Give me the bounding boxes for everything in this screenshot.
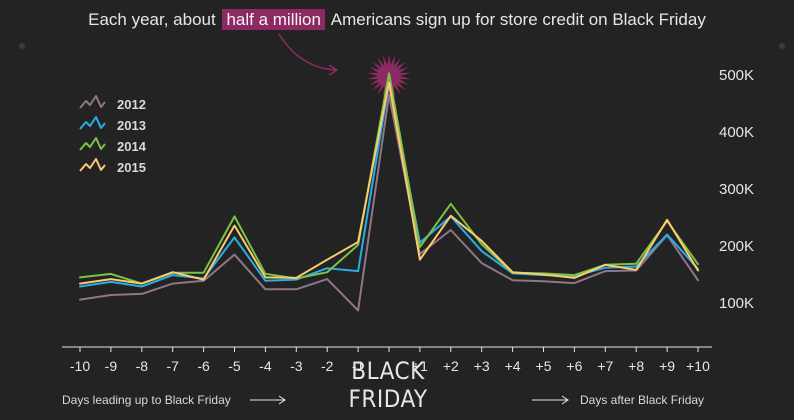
x-tick-label: -5: [228, 358, 241, 374]
y-tick-label: 400K: [719, 124, 754, 141]
series-line-2012: [79, 93, 699, 312]
series-line-2014: [79, 72, 699, 285]
x-tick-label: -9: [105, 358, 118, 374]
callout-arrowhead: [328, 64, 339, 76]
x-tick-label: +3: [474, 358, 490, 374]
title-before: Each year, about: [88, 10, 216, 29]
title-after: Americans sign up for store credit on Bl…: [330, 10, 706, 29]
x-tick-label: +9: [659, 358, 675, 374]
x-tick-label: -8: [136, 358, 149, 374]
legend-item-2013: 2013: [79, 116, 146, 133]
x-tick-label: +10: [686, 358, 710, 374]
legend-label: 2014: [117, 139, 147, 154]
footnote-after-arrowhead: [561, 395, 569, 405]
y-tick-label: 300K: [719, 181, 754, 198]
legend-label: 2015: [117, 160, 146, 175]
legend-label: 2012: [117, 97, 146, 112]
footnote-before-arrowhead: [278, 395, 286, 405]
legend-swatch-icon: [79, 116, 106, 130]
x-tick-label: +5: [536, 358, 552, 374]
series-line-2013: [79, 81, 699, 288]
x-tick-label: +8: [628, 358, 644, 374]
y-tick-label: 500K: [719, 67, 754, 84]
title-highlight: half a million: [222, 9, 325, 30]
x-tick-label: -10: [70, 358, 90, 374]
x-tick-label: -1: [352, 358, 365, 374]
y-tick-label: 100K: [719, 295, 754, 312]
series-layer: [79, 72, 699, 312]
series-line-2015: [79, 81, 699, 285]
x-tick-label: +6: [566, 358, 582, 374]
black-friday-label-line2: FRIDAY: [348, 385, 427, 413]
legend-swatch-icon: [79, 95, 106, 109]
callout-arrow: [278, 33, 337, 71]
legend: 2012 2013 2014 2015: [79, 95, 147, 175]
footnote-before: Days leading up to Black Friday: [62, 393, 231, 407]
x-tick-label: +1: [412, 358, 428, 374]
y-tick-label: 200K: [719, 238, 754, 255]
legend-item-2015: 2015: [79, 158, 146, 175]
legend-item-2012: 2012: [79, 95, 146, 112]
x-tick-label: -7: [166, 358, 179, 374]
legend-label: 2013: [117, 118, 146, 133]
legend-swatch-icon: [79, 158, 106, 172]
decor-dot: [779, 43, 785, 49]
y-axis: 100K 200K 300K 400K 500K: [719, 67, 754, 312]
x-tick-label: +2: [443, 358, 459, 374]
chart-title: Each year, about half a million American…: [0, 9, 794, 30]
x-axis: -10 -9 -8 -7 -6 -5 -4 -3 -2 -1 +1 +2 +3 +4 +5 +6 +7 +8 +9 +…: [70, 347, 710, 374]
x-tick-label: -4: [259, 358, 272, 374]
x-tick-label: -3: [290, 358, 303, 374]
x-tick-label: -6: [197, 358, 210, 374]
black-friday-label-line1: BLACK: [351, 357, 425, 385]
decor-dot: [19, 43, 25, 49]
x-tick-label: +4: [505, 358, 521, 374]
x-tick-label: +7: [597, 358, 613, 374]
x-tick-label: -2: [321, 358, 334, 374]
legend-item-2014: 2014: [79, 137, 147, 154]
legend-swatch-icon: [79, 137, 106, 151]
footnote-after: Days after Black Friday: [580, 393, 704, 407]
